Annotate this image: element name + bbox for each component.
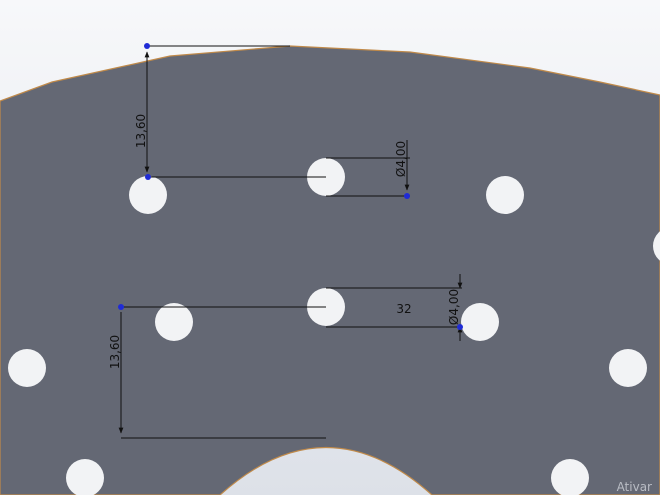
sketch-point[interactable] (457, 324, 463, 330)
hole[interactable] (551, 459, 589, 495)
hole[interactable] (155, 303, 193, 341)
hole-group (8, 158, 660, 495)
hole[interactable] (609, 349, 647, 387)
sketch-point[interactable] (145, 174, 151, 180)
dimension-horizontal-mid[interactable]: 32 (121, 287, 462, 328)
dimension-vertical-bottom[interactable]: 13,60 (108, 304, 326, 439)
sketch-point[interactable] (118, 304, 124, 310)
hole[interactable] (461, 303, 499, 341)
dimension-diameter-top[interactable]: Ø4,00 (326, 140, 410, 199)
sketch-point[interactable] (144, 43, 150, 49)
dimension-text[interactable]: Ø4,00 (394, 141, 408, 177)
hole[interactable] (653, 227, 660, 265)
hole[interactable] (486, 176, 524, 214)
dimension-diameter-mid[interactable]: Ø4,00 (447, 274, 463, 341)
dimension-text[interactable]: 13,60 (108, 335, 122, 369)
part-face[interactable] (0, 45, 660, 495)
hole[interactable] (8, 349, 46, 387)
dimension-text[interactable]: 13,60 (134, 114, 148, 148)
activation-watermark: Ativar (616, 480, 652, 494)
dimension-text[interactable]: Ø4,00 (447, 289, 461, 325)
dimension-text[interactable]: 32 (396, 302, 411, 316)
dimension-vertical-top[interactable]: 13,60 (134, 43, 326, 180)
hole[interactable] (66, 459, 104, 495)
hole[interactable] (129, 176, 167, 214)
sketch-point[interactable] (404, 193, 410, 199)
